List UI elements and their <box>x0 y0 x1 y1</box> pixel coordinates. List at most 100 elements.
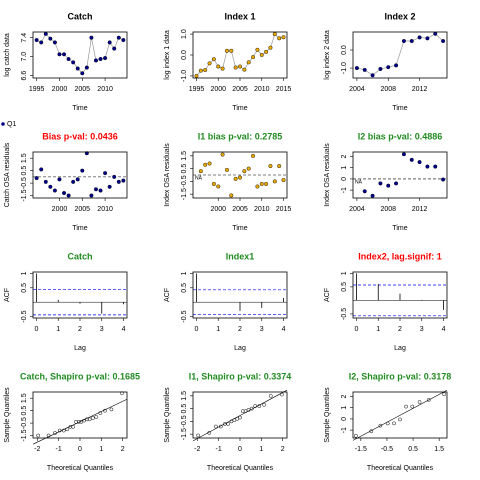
data-point <box>417 35 422 40</box>
qq-point <box>240 409 245 414</box>
qq-point <box>238 415 242 420</box>
data-point <box>425 164 430 169</box>
data-point <box>268 164 273 169</box>
panel: Bias p-val: 0.0436 Time Catch OSA residual… <box>4 131 128 232</box>
x-tick-label: 2005 <box>232 86 248 93</box>
x-axis-label: Time <box>72 105 87 112</box>
data-point <box>272 179 277 184</box>
data-point <box>98 57 103 62</box>
data-point <box>386 65 391 70</box>
y-tick-label: -0.5 <box>181 415 188 427</box>
x-tick-label: -0.5 <box>381 446 393 453</box>
qq-point <box>87 417 92 422</box>
panel-title: I1, Shapiro p-val: 0.3374 <box>189 371 292 381</box>
data-point <box>216 184 221 189</box>
x-axis-label: Lag <box>234 345 246 352</box>
y-axis-label: Index OSA residuals <box>164 143 171 207</box>
x-tick-label: 2008 <box>380 206 396 213</box>
panel: Index 1 Time log index 1 data 1995 2000 2005 2… <box>164 11 292 111</box>
y-tick-label: 1.5 <box>181 151 188 161</box>
data-point <box>370 193 375 198</box>
x-tick-label: -2 <box>194 446 200 453</box>
data-point <box>43 179 48 184</box>
x-tick-label: 1 <box>56 326 60 333</box>
data-point <box>394 63 399 68</box>
y-tick-label: 1.0 <box>181 29 188 39</box>
y-tick-label: 1 <box>341 406 348 410</box>
x-tick-label: 3 <box>100 326 104 333</box>
y-tick-label: 2 <box>341 394 348 398</box>
data-point <box>255 47 260 52</box>
qq-point <box>392 421 396 426</box>
qq-point <box>90 416 95 420</box>
data-point <box>84 65 89 70</box>
data-point <box>112 174 117 179</box>
x-tick-label: 2012 <box>412 206 428 213</box>
data-point <box>281 35 286 40</box>
data-point <box>378 66 383 71</box>
x-tick-label: 0 <box>35 326 39 333</box>
data-point <box>237 64 242 69</box>
qq-point <box>71 424 76 429</box>
x-tick-label: -1.5 <box>355 446 367 453</box>
data-point <box>417 160 422 165</box>
data-point <box>237 175 242 180</box>
data-point <box>409 157 414 162</box>
y-tick-label: 7.0 <box>21 52 28 62</box>
data-point <box>198 169 203 174</box>
data-point <box>116 35 121 40</box>
panel: I1, Shapiro p-val: 0.3374 Theoretical Qua… <box>164 371 291 471</box>
qq-point <box>398 417 402 422</box>
data-point <box>394 181 399 186</box>
x-tick-label: 2 <box>281 446 285 453</box>
y-tick-label: 1 <box>181 271 188 275</box>
x-tick-label: 0 <box>238 446 242 453</box>
qq-point <box>257 404 262 408</box>
x-tick-label: 2005 <box>232 206 248 213</box>
x-tick-label: -1 <box>56 446 62 453</box>
y-tick-label: 0.5 <box>21 283 28 293</box>
panel: I2, Shapiro p-val: 0.3178 Theoretical Qua… <box>324 371 451 471</box>
frame <box>352 271 448 319</box>
y-tick-label: 1.5 <box>181 391 188 401</box>
x-tick-label: 3 <box>260 326 264 333</box>
x-axis-label: Theoretical Quantiles <box>47 465 114 472</box>
x-axis-label: Theoretical Quantiles <box>207 465 274 472</box>
y-tick-label: -1.5 <box>21 429 28 441</box>
data-point <box>272 32 277 37</box>
data-point <box>370 73 375 78</box>
panel: I1 bias p-val: 0.2785 Time Index OSA resid… <box>164 131 292 231</box>
data-point <box>401 39 406 44</box>
data-point <box>48 36 53 41</box>
data-point <box>75 66 80 71</box>
data-point <box>362 189 367 194</box>
data-point <box>48 184 53 189</box>
x-tick-label: 2 <box>238 326 242 333</box>
data-point <box>66 193 71 198</box>
x-tick-label: 1 <box>99 446 103 453</box>
data-point <box>220 66 225 71</box>
x-tick-label: 1 <box>216 326 220 333</box>
data-point <box>89 193 94 198</box>
panel-title: Index 1 <box>224 11 255 21</box>
y-tick-label: -1 <box>341 187 348 193</box>
data-point <box>246 60 251 65</box>
panel: Catch Lag ACF 0 1 2 3 4 -0.5 0.5 1 <box>4 251 128 352</box>
y-tick-label: 1.5 <box>21 153 28 163</box>
y-tick-label: 0.5 <box>21 406 28 416</box>
y-tick-label: 6.6 <box>21 71 28 81</box>
x-tick-label: 2010 <box>254 86 270 93</box>
x-tick-label: -2 <box>34 446 40 453</box>
qq-line <box>352 389 448 441</box>
x-tick-label: 4 <box>122 326 126 333</box>
panel-title: I1 bias p-val: 0.2785 <box>198 131 283 141</box>
series-line <box>196 33 284 77</box>
data-point <box>71 179 76 184</box>
data-point <box>198 68 203 73</box>
data-point <box>107 40 112 45</box>
data-point <box>203 68 208 73</box>
y-tick-label: 1 <box>341 166 348 170</box>
x-tick-label: 1 <box>376 326 380 333</box>
y-tick-label: -0.5 <box>181 310 188 322</box>
